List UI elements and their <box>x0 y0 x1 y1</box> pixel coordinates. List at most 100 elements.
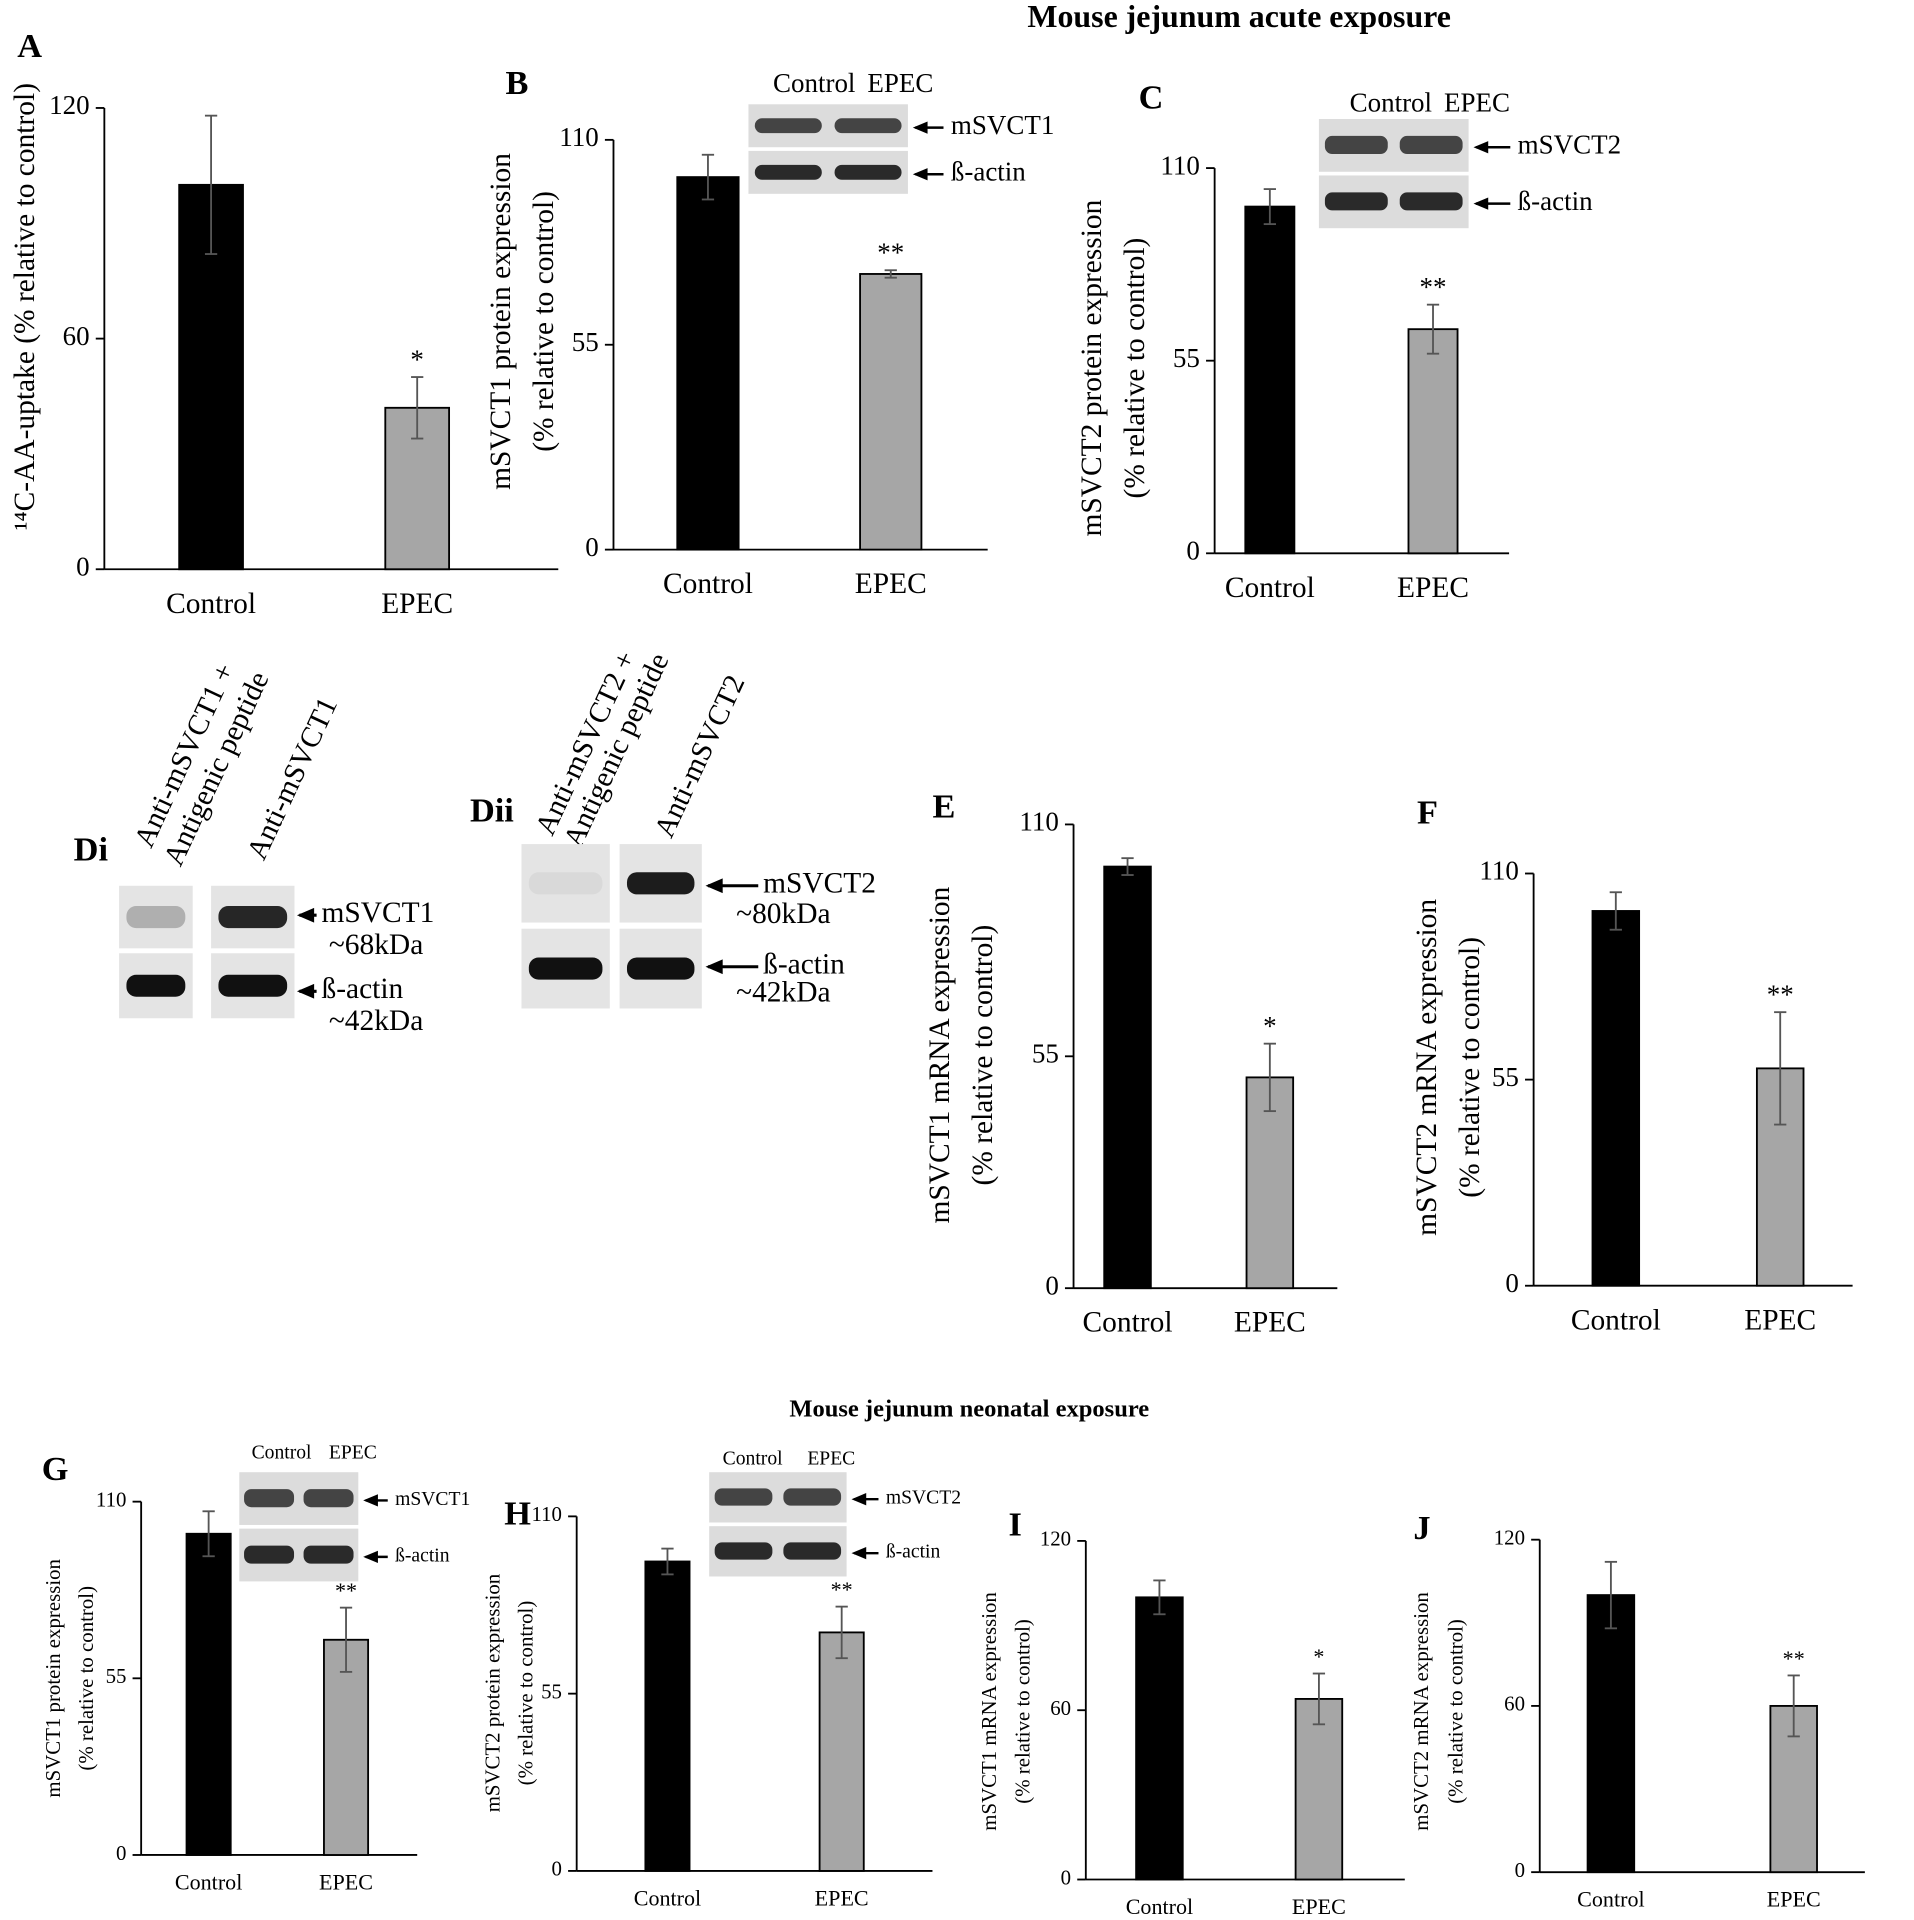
panel-letter: E <box>932 788 955 826</box>
blot-band <box>626 872 695 895</box>
y-axis-label: mSVCT2 protein expression <box>1076 199 1108 536</box>
blot-band <box>303 1545 354 1564</box>
y-tick-label: 55 <box>572 327 599 357</box>
y-tick-label: 0 <box>1045 1270 1059 1300</box>
blot-band <box>1399 192 1463 211</box>
blot-band-label: mSVCT2 <box>886 1488 961 1509</box>
bar <box>859 273 923 551</box>
panel-letter: F <box>1417 794 1438 832</box>
bar <box>185 1532 232 1856</box>
y-axis-label: mSVCT2 mRNA expression <box>1411 899 1443 1236</box>
blot-band-label: ß-actin <box>951 156 1026 186</box>
y-axis-label: (% relative to control) <box>1454 937 1486 1198</box>
bar <box>1244 205 1296 555</box>
x-tick-label: EPEC <box>319 1869 373 1894</box>
blot-panel <box>119 885 193 949</box>
blot-band-label: mSVCT1 <box>951 110 1054 140</box>
blot-arrowhead <box>705 878 723 894</box>
significance-mark: * <box>1263 1011 1277 1041</box>
y-axis-label: ¹⁴C-AA-uptake (% relative to control) <box>9 83 41 530</box>
blot-lane-label: Control <box>773 68 855 98</box>
significance-mark: ** <box>1783 1646 1805 1671</box>
y-tick-label: 120 <box>1494 1525 1525 1549</box>
y-axis-label: (% relative to control) <box>1119 238 1151 499</box>
y-tick-label: 110 <box>559 122 598 152</box>
y-tick-label: 0 <box>1505 1268 1519 1298</box>
x-tick-label: EPEC <box>1767 1887 1821 1912</box>
band-label: ~42kDa <box>736 977 830 1009</box>
section-title: Mouse jejunum acute exposure <box>1027 0 1451 34</box>
x-tick-label: EPEC <box>1292 1894 1346 1919</box>
x-tick-label: Control <box>1083 1307 1173 1339</box>
blot-lane-label: Control <box>723 1448 783 1469</box>
x-tick-label: Control <box>166 588 256 620</box>
y-tick-label: 0 <box>1186 535 1200 565</box>
x-tick-label: Control <box>175 1869 242 1894</box>
bar <box>1135 1596 1184 1881</box>
blot-lane-label: EPEC <box>807 1448 855 1469</box>
blot-band-label: mSVCT1 <box>395 1489 470 1510</box>
x-tick-label: Control <box>663 568 753 600</box>
y-tick-label: 60 <box>1504 1692 1525 1716</box>
blot-arrowhead <box>705 959 723 975</box>
blot-arrowhead <box>851 1547 867 1560</box>
y-tick-label: 0 <box>116 1841 126 1865</box>
blot-band <box>783 1542 842 1560</box>
y-tick-label: 120 <box>49 90 89 120</box>
bar <box>1407 328 1459 555</box>
blot-lane-label: EPEC <box>1444 88 1510 118</box>
blot-arrowhead <box>363 1550 378 1563</box>
bar <box>1294 1698 1344 1881</box>
blot-band <box>218 974 288 997</box>
bar <box>1586 1594 1636 1874</box>
panel-letter: H <box>504 1494 531 1532</box>
blot-lane-label: EPEC <box>867 68 933 98</box>
y-tick-label: 110 <box>531 1502 562 1526</box>
y-axis-label: (% relative to control) <box>74 1586 98 1771</box>
y-tick-label: 110 <box>1479 856 1518 886</box>
lane-label: Anti-mSVCT2 <box>648 670 751 842</box>
panel-letter: A <box>17 27 42 65</box>
x-tick-label: EPEC <box>1744 1304 1816 1336</box>
blot-band <box>1324 192 1388 211</box>
blot-lane-label: EPEC <box>329 1442 377 1463</box>
panel-letter: I <box>1009 1505 1022 1543</box>
y-tick-label: 55 <box>1173 343 1200 373</box>
y-tick-label: 110 <box>1160 150 1199 180</box>
x-tick-label: EPEC <box>1234 1307 1306 1339</box>
y-tick-label: 55 <box>1492 1062 1519 1092</box>
bar <box>323 1638 370 1856</box>
significance-mark: ** <box>1420 272 1447 302</box>
blot-band <box>244 1489 295 1508</box>
x-tick-label: Control <box>634 1885 701 1910</box>
blot-arrowhead <box>1473 197 1489 210</box>
y-tick-label: 0 <box>552 1857 562 1881</box>
blot-band <box>126 906 186 929</box>
blot-band-label: mSVCT2 <box>1518 129 1621 159</box>
bar <box>818 1631 865 1872</box>
blot-band <box>626 957 695 980</box>
x-tick-label: EPEC <box>815 1885 869 1910</box>
panel-letter: G <box>42 1450 69 1488</box>
x-tick-label: Control <box>1577 1887 1644 1912</box>
y-tick-label: 120 <box>1040 1527 1071 1551</box>
x-tick-label: Control <box>1571 1304 1661 1336</box>
bar <box>644 1560 691 1872</box>
y-axis-label: mSVCT1 protein expression <box>41 1558 65 1797</box>
blot-band <box>714 1542 773 1560</box>
y-tick-label: 60 <box>1050 1696 1071 1720</box>
significance-mark: * <box>1313 1644 1324 1669</box>
y-tick-label: 110 <box>96 1487 127 1511</box>
y-axis-label: mSVCT1 mRNA expression <box>977 1592 1001 1831</box>
blot-band <box>834 118 902 134</box>
x-tick-label: EPEC <box>1397 572 1469 604</box>
y-axis-label: (% relative to control) <box>528 191 560 452</box>
x-tick-label: EPEC <box>855 568 927 600</box>
y-axis-label: (% relative to control) <box>967 925 999 1186</box>
blot-band <box>1324 135 1388 154</box>
panel-letter: J <box>1413 1509 1430 1547</box>
band-label: ß-actin <box>321 973 403 1005</box>
blot-band <box>218 906 288 929</box>
